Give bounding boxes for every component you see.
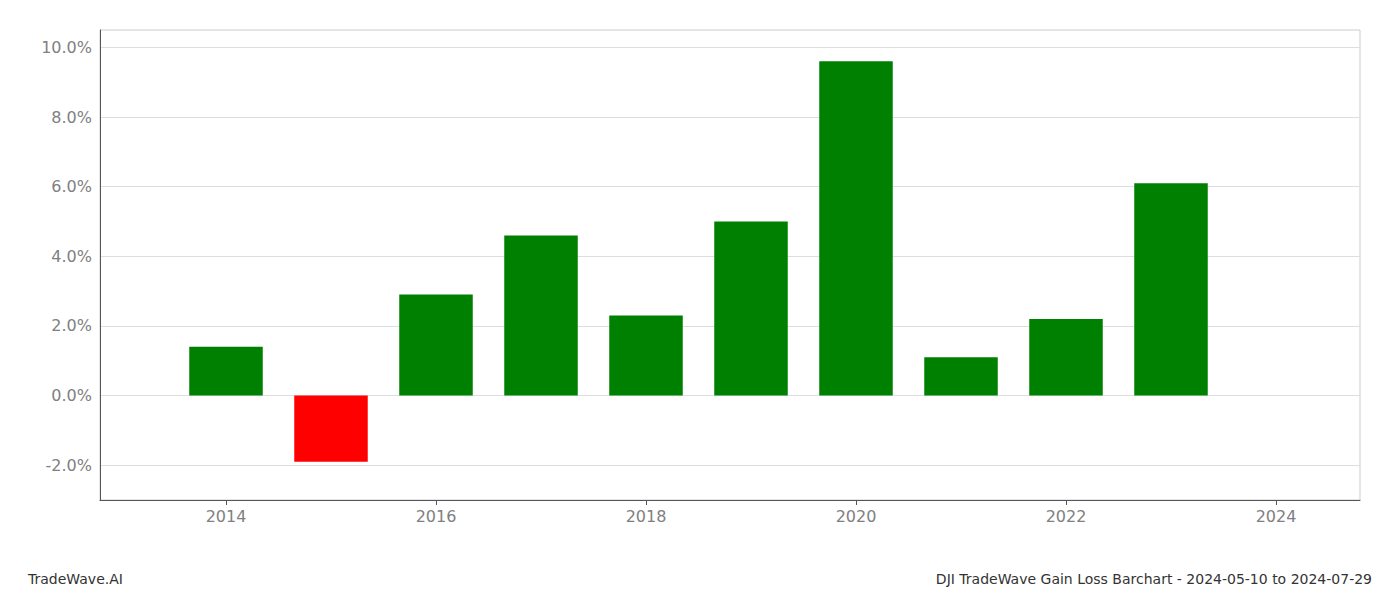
svg-text:6.0%: 6.0%: [51, 177, 92, 196]
svg-text:2018: 2018: [626, 507, 667, 526]
svg-text:2022: 2022: [1046, 507, 1087, 526]
svg-text:-2.0%: -2.0%: [46, 456, 92, 475]
svg-text:TradeWave.AI: TradeWave.AI: [27, 571, 123, 587]
svg-text:DJI TradeWave Gain Loss Barcha: DJI TradeWave Gain Loss Barchart - 2024-…: [936, 571, 1372, 587]
svg-text:4.0%: 4.0%: [51, 247, 92, 266]
svg-text:2020: 2020: [836, 507, 877, 526]
svg-text:8.0%: 8.0%: [51, 108, 92, 127]
svg-text:0.0%: 0.0%: [51, 386, 92, 405]
svg-text:10.0%: 10.0%: [41, 38, 92, 57]
svg-text:2024: 2024: [1256, 507, 1297, 526]
svg-text:2014: 2014: [206, 507, 247, 526]
svg-text:2016: 2016: [416, 507, 457, 526]
svg-text:2.0%: 2.0%: [51, 316, 92, 335]
